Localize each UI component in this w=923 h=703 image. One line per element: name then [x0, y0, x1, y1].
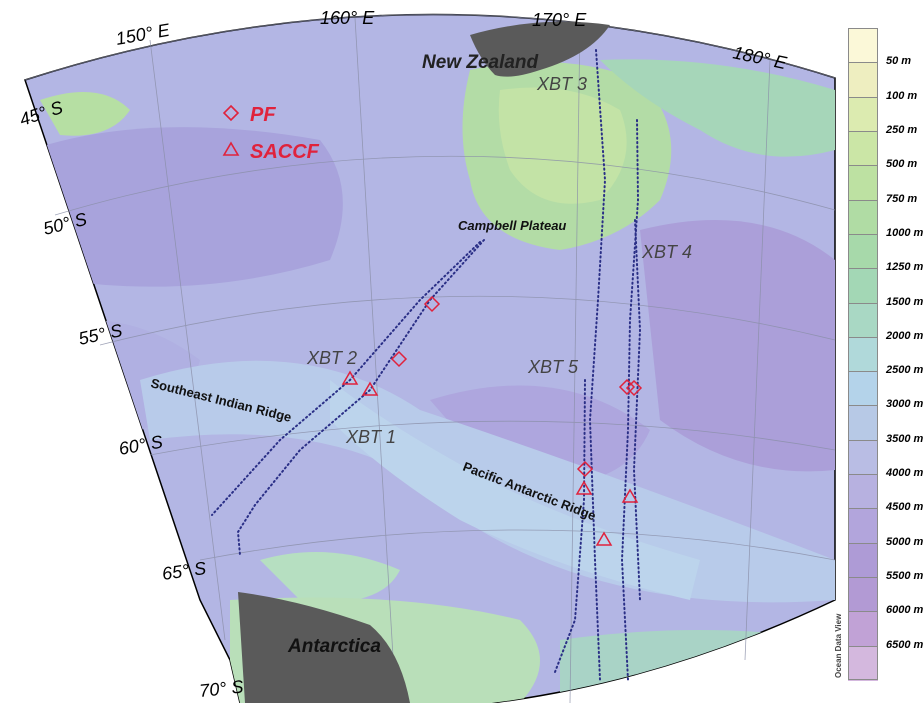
- colorbar-band: [848, 611, 878, 647]
- saccf-marker: [575, 480, 593, 495]
- xbt-labels: XBT 1 XBT 2 XBT 3 XBT 4 XBT 5: [306, 74, 692, 447]
- colorbar-level-label: 50 m: [886, 55, 912, 68]
- colorbar-band: [848, 508, 878, 544]
- colorbar-level-label: 100 m: [886, 89, 918, 102]
- colorbar-band: [848, 62, 878, 98]
- label-xbt5: XBT 5: [527, 357, 579, 377]
- colorbar-level-label: 750 m: [886, 192, 918, 205]
- colorbar-band: [848, 268, 878, 304]
- colorbar-level-label: 3500 m: [886, 432, 923, 445]
- colorbar-level-label: 1500 m: [886, 295, 923, 308]
- pf-marker: [390, 350, 408, 368]
- colorbar-band: [848, 405, 878, 441]
- colorbar-level-label: 5500 m: [886, 570, 923, 583]
- colorbar-band: [848, 542, 878, 579]
- xbt5-track: [554, 379, 586, 673]
- colorbar-level-label: 5000 m: [886, 535, 923, 548]
- antarctica-landmass: [238, 592, 410, 703]
- colorbar-level-label: 250 m: [886, 123, 918, 136]
- legend-triangle-icon: [222, 141, 240, 156]
- colorbar-band: [848, 336, 878, 373]
- colorbar-level-label: 4000 m: [886, 467, 923, 480]
- colorbar-band: [848, 233, 878, 270]
- colorbar-band: [848, 96, 878, 132]
- ocean-data-view-credit: Ocean Data View: [834, 578, 846, 678]
- saccf-markers: [341, 370, 639, 546]
- pf-marker: [618, 378, 636, 396]
- colorbar-level-label: 3000 m: [886, 398, 923, 411]
- saccf-marker: [361, 381, 379, 396]
- label-antarctica: Antarctica: [287, 636, 381, 657]
- lon-label-160e: 160° E: [320, 8, 375, 28]
- saccf-marker: [341, 370, 359, 385]
- colorbar-band: [848, 439, 878, 476]
- label-xbt1: XBT 1: [345, 427, 396, 447]
- colorbar-band: [848, 474, 878, 510]
- colorbar-band: [848, 199, 878, 235]
- legend-label-pf: PF: [250, 104, 276, 126]
- pf-marker: [625, 379, 643, 397]
- xbt2-track: [211, 241, 481, 516]
- colorbar-band: [848, 165, 878, 201]
- colorbar-band: [848, 371, 878, 407]
- pf-marker: [576, 460, 594, 478]
- label-campbell-plateau: Campbell Plateau: [458, 218, 566, 233]
- label-xbt2: XBT 2: [306, 348, 357, 368]
- lat-label-70s: 70° S: [198, 676, 244, 701]
- new-zealand-landmass: [470, 21, 610, 77]
- colorbar-band: [848, 130, 878, 167]
- xbt4-track: [620, 119, 640, 681]
- colorbar-level-label: 6500 m: [886, 638, 923, 651]
- legend-label-saccf: SACCF: [250, 141, 320, 163]
- lon-label-170e: 170° E: [532, 10, 587, 30]
- colorbar-band: [848, 645, 878, 681]
- colorbar-level-label: 1000 m: [886, 226, 923, 239]
- xbt4b-track: [632, 219, 642, 601]
- colorbar-band: [848, 28, 878, 63]
- pf-marker: [423, 295, 441, 313]
- colorbar-level-label: 2000 m: [886, 329, 923, 342]
- label-xbt4: XBT 4: [641, 242, 692, 262]
- saccf-marker: [595, 531, 613, 546]
- graticule: [24, 14, 836, 703]
- colorbar-level-label: 1250 m: [886, 261, 923, 274]
- colorbar-level-label: 6000 m: [886, 604, 923, 617]
- legend-diamond-icon: [222, 104, 240, 122]
- colorbar-level-label: 4500 m: [886, 501, 923, 514]
- legend: PF SACCF: [222, 104, 320, 163]
- colorbar-band: [848, 302, 878, 338]
- pf-markers: [390, 295, 643, 478]
- label-new-zealand: New Zealand: [422, 52, 539, 73]
- saccf-marker: [621, 488, 639, 503]
- colorbar-band: [848, 577, 878, 613]
- credit-text: Ocean Data View: [834, 613, 843, 678]
- label-xbt3: XBT 3: [536, 74, 587, 94]
- colorbar-level-label: 500 m: [886, 158, 918, 171]
- colorbar-level-label: 2500 m: [886, 364, 923, 377]
